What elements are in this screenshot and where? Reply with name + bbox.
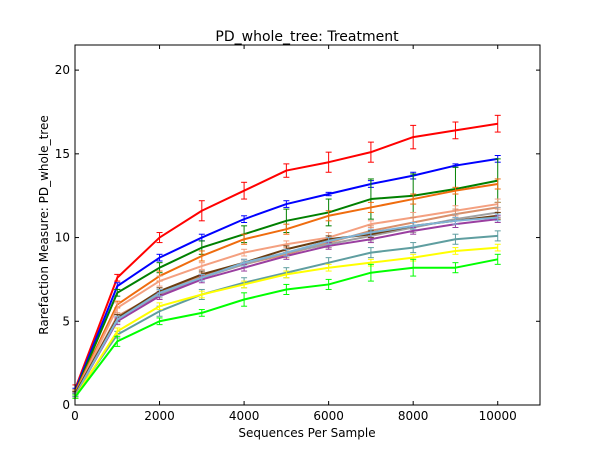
error-bar: [241, 181, 248, 200]
error-bar: [410, 221, 417, 230]
error-bar: [283, 223, 290, 235]
error-bar: [325, 278, 332, 290]
error-bar: [114, 315, 121, 324]
x-tick-label: 8000: [398, 409, 429, 423]
error-bar: [241, 248, 248, 257]
error-bar: [114, 335, 121, 347]
error-bar: [367, 247, 374, 259]
error-bar: [494, 243, 501, 252]
error-bar: [367, 141, 374, 163]
error-bar: [198, 200, 205, 222]
error-bar: [325, 210, 332, 222]
error-bar: [198, 250, 205, 262]
error-bar: [114, 273, 121, 282]
error-bar: [241, 258, 248, 267]
error-bar: [241, 292, 248, 307]
error-bar: [156, 302, 163, 311]
error-bar: [452, 121, 459, 140]
error-bar: [452, 186, 459, 195]
y-tick-label: 5: [62, 314, 70, 328]
error-bar: [410, 242, 417, 254]
x-tick-label: 2000: [144, 409, 175, 423]
error-bar: [283, 283, 290, 295]
frame-group: [74, 44, 541, 406]
error-bar: [452, 262, 459, 274]
error-bar: [156, 275, 163, 287]
error-bar: [410, 258, 417, 277]
x-axis-label: Sequences Per Sample: [238, 426, 375, 440]
error-bar: [367, 201, 374, 213]
error-bar: [283, 270, 290, 279]
error-bar: [114, 327, 121, 336]
y-tick-label: 0: [62, 398, 70, 412]
error-bar: [283, 200, 290, 208]
error-bar: [198, 273, 205, 282]
error-bar: [325, 151, 332, 173]
x-tick-label: 10000: [479, 409, 517, 423]
error-bar: [367, 263, 374, 282]
x-tick-label: 0: [71, 409, 79, 423]
error-bar: [156, 288, 163, 297]
error-bar: [452, 216, 459, 225]
error-bar: [410, 124, 417, 150]
y-tick-label: 10: [55, 231, 70, 245]
error-bar: [494, 178, 501, 190]
error-bar: [325, 191, 332, 197]
chart-title: PD_whole_tree: Treatment: [215, 29, 399, 45]
error-bar: [241, 215, 248, 223]
error-bar: [410, 193, 417, 205]
x-tick-label: 4000: [229, 409, 260, 423]
error-bar: [325, 237, 332, 245]
ticks-group: 0 2000 4000 6000 8000 10000 0 5 10 15 20: [55, 45, 540, 423]
error-bar: [325, 263, 332, 272]
y-tick-label: 15: [55, 147, 70, 161]
error-bar: [198, 290, 205, 299]
error-bar: [494, 230, 501, 242]
y-tick-label: 20: [55, 63, 70, 77]
series-13: [72, 253, 501, 399]
error-bar: [114, 288, 121, 297]
error-bar: [156, 317, 163, 326]
plot-frame: [74, 44, 541, 406]
error-bar: [494, 114, 501, 133]
error-bar: [367, 228, 374, 237]
error-bar: [198, 262, 205, 270]
y-axis-label: Rarefaction Measure: PD_whole_tree: [37, 115, 51, 334]
error-bar: [494, 213, 501, 222]
error-bar: [452, 247, 459, 255]
x-tick-label: 6000: [313, 409, 344, 423]
error-bar: [241, 280, 248, 289]
error-bar: [494, 253, 501, 265]
error-bar: [198, 309, 205, 317]
error-bar: [283, 248, 290, 257]
error-bar: [241, 233, 248, 245]
error-bar: [452, 233, 459, 245]
error-bar: [283, 163, 290, 178]
error-bar: [156, 253, 163, 262]
series-group: [72, 114, 501, 399]
error-bar: [156, 232, 163, 244]
series-1: [72, 114, 501, 393]
